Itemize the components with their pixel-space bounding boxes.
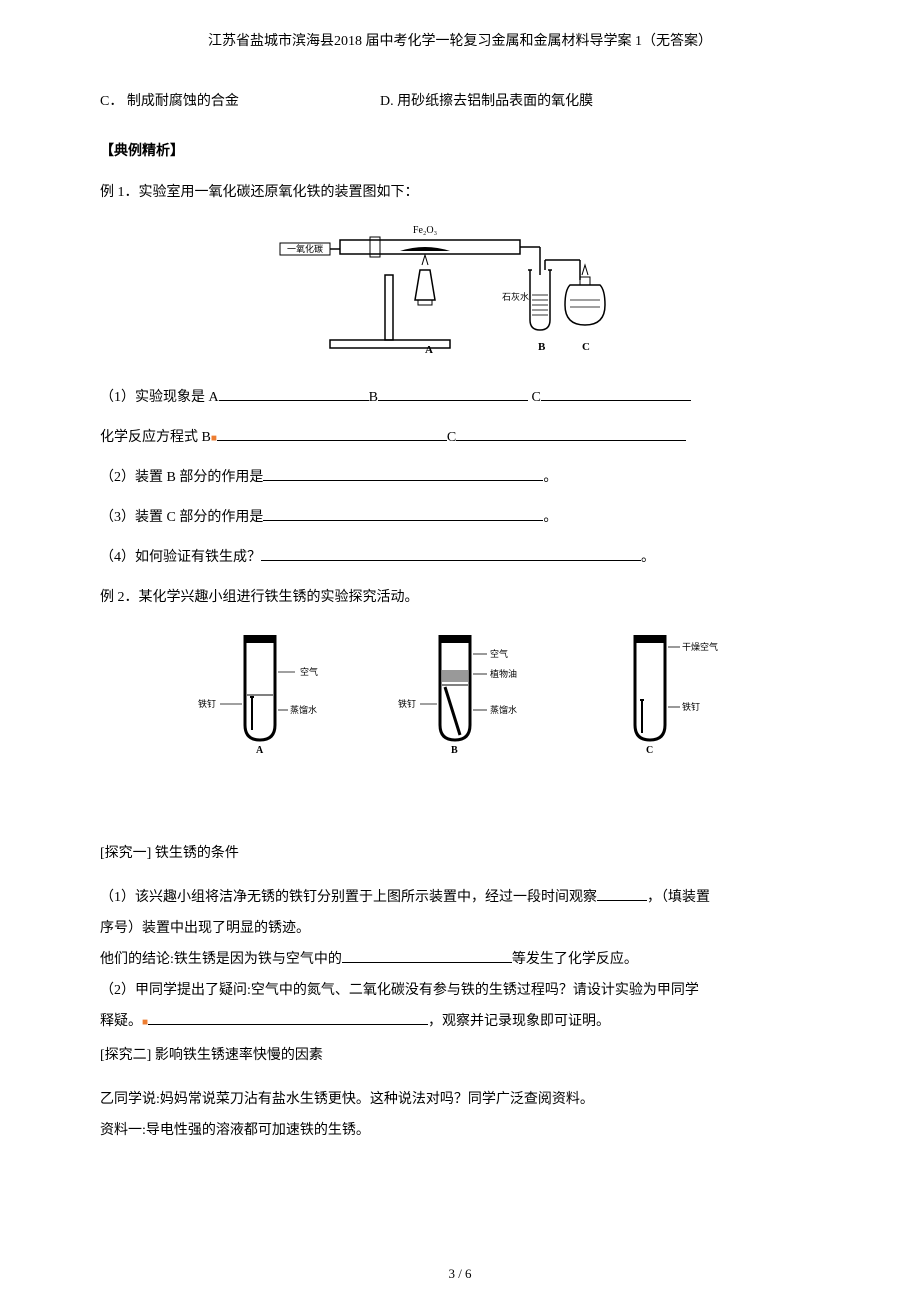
q3-line: （3）装置 C 部分的作用是 。 bbox=[100, 500, 820, 535]
svg-text:蒸馏水: 蒸馏水 bbox=[490, 704, 517, 715]
blank bbox=[378, 387, 528, 401]
q1-b: B bbox=[369, 390, 378, 405]
limewater-label: 石灰水 bbox=[502, 291, 529, 302]
blank bbox=[217, 427, 447, 441]
q1-eq-c: C bbox=[447, 430, 456, 445]
period: 。 bbox=[543, 470, 557, 485]
q1-line: （1）实验现象是 A B C bbox=[100, 380, 820, 415]
q1-prefix: （1）实验现象是 A bbox=[100, 390, 219, 405]
tube-a: 空气 铁钉 蒸馏水 A bbox=[190, 625, 330, 755]
co-label: 一氧化碳 bbox=[287, 243, 323, 254]
svg-text:铁钉: 铁钉 bbox=[682, 701, 700, 712]
option-c-text: C． 制成耐腐蚀的合金 bbox=[100, 90, 380, 110]
q2-prefix: （2）装置 B 部分的作用是 bbox=[100, 470, 263, 485]
apparatus-b: B bbox=[538, 341, 546, 353]
inquiry1-q2-prefix: 释疑。 bbox=[100, 1014, 142, 1029]
blank bbox=[456, 427, 686, 441]
inquiry1-q2-suffix: ，观察并记录现象即可证明。 bbox=[428, 1014, 610, 1029]
inquiry2-yi: 乙同学说:妈妈常说菜刀沾有盐水生锈更快。这种说法对吗？同学广泛查阅资料。 bbox=[100, 1085, 820, 1116]
page-number: 3 / 6 bbox=[448, 1266, 471, 1282]
inquiry1-q1-cont: 序号）装置中出现了明显的锈迹。 bbox=[100, 914, 820, 945]
period: 。 bbox=[641, 550, 655, 565]
tube-c: 干燥空气 铁钉 C bbox=[590, 625, 730, 755]
example1-title: 例 1．实验室用一氧化碳还原氧化铁的装置图如下： bbox=[100, 180, 820, 205]
apparatus-c: C bbox=[582, 341, 590, 353]
inquiry1-title: [探究一] 铁生锈的条件 bbox=[100, 840, 820, 868]
tube-b: 空气 植物油 铁钉 蒸馏水 B bbox=[390, 625, 530, 755]
svg-text:干燥空气: 干燥空气 bbox=[682, 641, 718, 652]
option-row: C． 制成耐腐蚀的合金 D. 用砂纸擦去铝制品表面的氧化膜 bbox=[100, 90, 820, 110]
section-title: 【典例精析】 bbox=[100, 140, 820, 160]
q2-line: （2）装置 B 部分的作用是 。 bbox=[100, 460, 820, 495]
inquiry1-q1-p2: ，（填装置 bbox=[647, 890, 710, 905]
svg-text:空气: 空气 bbox=[490, 648, 508, 659]
inquiry1-q2-p2: 释疑。■，观察并记录现象即可证明。 bbox=[100, 1007, 820, 1038]
tubes-diagram: 空气 铁钉 蒸馏水 A 空气 植物油 铁钉 蒸馏水 B bbox=[100, 625, 820, 760]
blank bbox=[541, 387, 691, 401]
apparatus-a: A bbox=[425, 344, 433, 355]
co-apparatus-diagram: Fe₂O₃ 一氧化碳 石灰水 bbox=[100, 215, 820, 360]
q4-line: （4）如何验证有铁生成？ 。 bbox=[100, 540, 820, 575]
inquiry2-material: 资料一:导电性强的溶液都可加速铁的生锈。 bbox=[100, 1116, 820, 1147]
inquiry1-q1: （1）该兴趣小组将洁净无锈的铁钉分别置于上图所示装置中，经过一段时间观察 ，（填装… bbox=[100, 883, 820, 914]
svg-text:蒸馏水: 蒸馏水 bbox=[290, 704, 317, 715]
page-header-title: 江苏省盐城市滨海县2018 届中考化学一轮复习金属和金属材料导学案 1（无答案） bbox=[100, 30, 820, 50]
svg-text:B: B bbox=[451, 745, 458, 755]
q4-prefix: （4）如何验证有铁生成？ bbox=[100, 550, 261, 565]
blank bbox=[148, 1011, 428, 1025]
svg-text:植物油: 植物油 bbox=[490, 668, 517, 679]
svg-text:铁钉: 铁钉 bbox=[398, 698, 416, 709]
blank bbox=[261, 547, 641, 561]
inquiry1-conc-p1: 他们的结论:铁生锈是因为铁与空气中的 bbox=[100, 952, 342, 967]
svg-text:C: C bbox=[646, 745, 653, 755]
svg-text:铁钉: 铁钉 bbox=[198, 698, 216, 709]
inquiry1-conclusion: 他们的结论:铁生锈是因为铁与空气中的 等发生了化学反应。 bbox=[100, 945, 820, 976]
svg-text:A: A bbox=[256, 745, 264, 755]
period: 。 bbox=[543, 510, 557, 525]
q1-eq-prefix: 化学反应方程式 B bbox=[100, 430, 211, 445]
inquiry2-title: [探究二] 影响铁生锈速率快慢的因素 bbox=[100, 1042, 820, 1070]
inquiry1-q2-p1: （2）甲同学提出了疑问:空气中的氮气、二氧化碳没有参与铁的生锈过程吗？请设计实验… bbox=[100, 976, 820, 1007]
inquiry1-q1-p1: （1）该兴趣小组将洁净无锈的铁钉分别置于上图所示装置中，经过一段时间观察 bbox=[100, 890, 597, 905]
blank bbox=[342, 949, 512, 963]
blank bbox=[263, 467, 543, 481]
q1-c: C bbox=[528, 390, 541, 405]
option-d-text: D. 用砂纸擦去铝制品表面的氧化膜 bbox=[380, 90, 593, 110]
blank bbox=[219, 387, 369, 401]
blank bbox=[263, 507, 543, 521]
example2-title: 例 2．某化学兴趣小组进行铁生锈的实验探究活动。 bbox=[100, 585, 820, 610]
q1-eq-line: 化学反应方程式 B■C bbox=[100, 420, 820, 455]
q3-prefix: （3）装置 C 部分的作用是 bbox=[100, 510, 263, 525]
blank bbox=[597, 887, 647, 901]
fe2o3-label: Fe₂O₃ bbox=[413, 225, 437, 236]
inquiry1-conc-p2: 等发生了化学反应。 bbox=[512, 952, 638, 967]
svg-text:空气: 空气 bbox=[300, 666, 318, 677]
